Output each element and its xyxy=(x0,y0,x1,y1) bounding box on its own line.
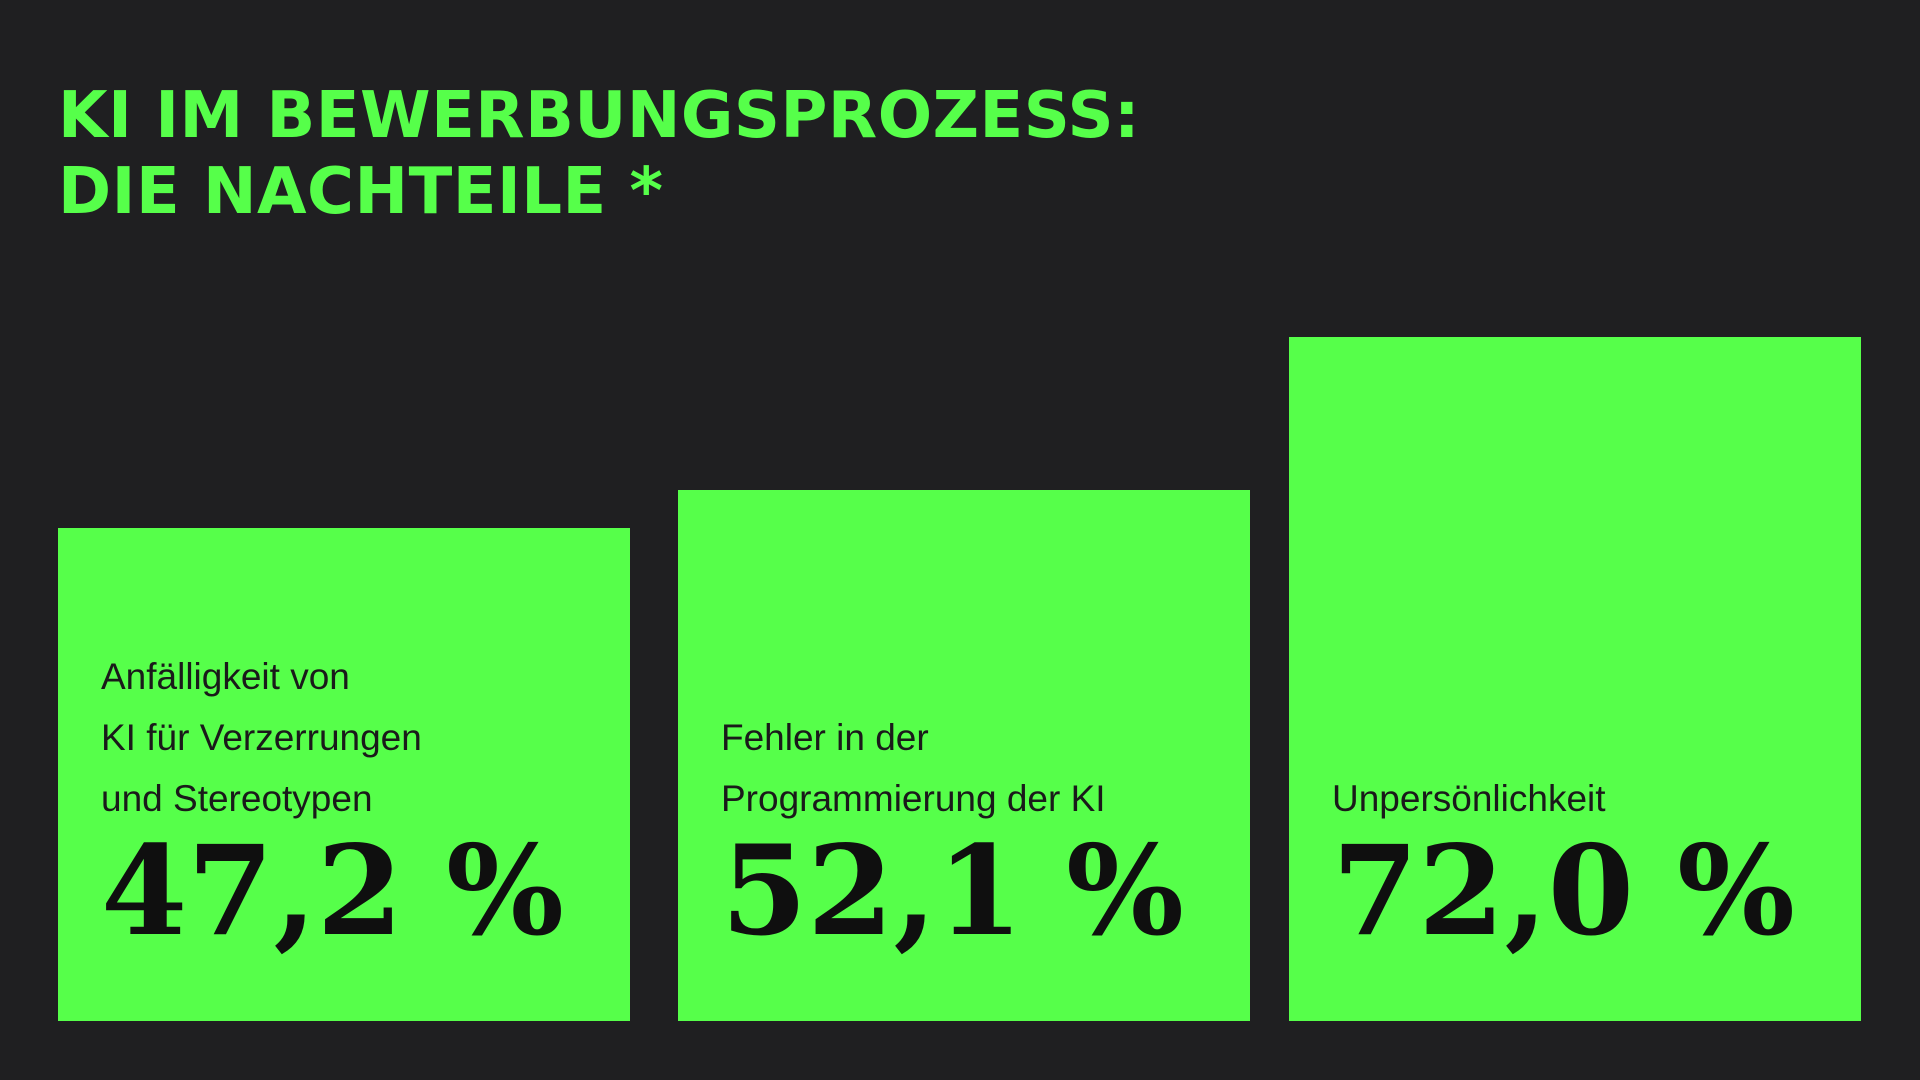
bar-impersonality: Unpersönlichkeit 72,0 % xyxy=(1289,337,1861,1021)
bar-value-impersonality: 72,0 % xyxy=(1332,819,1796,964)
bar-programming-errors: Fehler in der Programmierung der KI 52,1… xyxy=(678,490,1250,1021)
bar-label-bias: Anfälligkeit von KI für Verzerrungen und… xyxy=(101,656,422,819)
bar-value-programming-errors: 52,1 % xyxy=(721,819,1185,964)
bar-bias: Anfälligkeit von KI für Verzerrungen und… xyxy=(58,528,630,1021)
bar-label-impersonality: Unpersönlichkeit xyxy=(1332,778,1606,819)
bar-label-programming-errors: Fehler in der Programmierung der KI xyxy=(721,717,1106,819)
bar-value-bias: 47,2 % xyxy=(101,819,565,964)
chart-title-line-1: KI IM BEWERBUNGSPROZESS: xyxy=(58,79,1141,153)
chart-title-line-2: DIE NACHTEILE * xyxy=(58,155,664,229)
chart-title: KI IM BEWERBUNGSPROZESS: DIE NACHTEILE * xyxy=(58,78,1140,230)
